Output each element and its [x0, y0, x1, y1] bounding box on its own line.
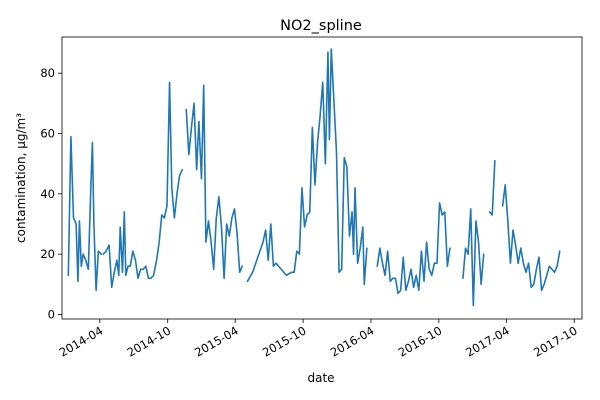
y-tick-label: 80	[40, 66, 55, 80]
x-axis-label: date	[307, 371, 334, 385]
x-tick-label: 2016-04	[328, 323, 377, 359]
series-line-segment-8	[501, 183, 561, 292]
series-line-segment-4	[246, 48, 368, 286]
x-tick-label: 2014-10	[125, 323, 174, 359]
y-tick-label: 40	[40, 187, 55, 201]
y-axis: 0 20 40 60 80	[40, 66, 62, 321]
y-axis-label: contamination, µg/m³	[14, 113, 28, 243]
series-line-segment-2	[102, 81, 183, 289]
series-line-segment-3	[185, 84, 244, 280]
series-line-segment-1	[67, 135, 103, 292]
axes-frame	[61, 36, 583, 320]
x-tick-label: 2017-04	[463, 323, 512, 359]
x-axis: 2014-04 2014-10 2015-04 2015-10 2016-04 2016-…	[57, 319, 580, 360]
x-tick-label: 2014-04	[57, 323, 106, 359]
x-tick-label: 2017-10	[531, 323, 580, 359]
x-tick-label: 2016-10	[396, 323, 445, 359]
series-line-segment-6	[462, 208, 485, 307]
y-tick-label: 60	[40, 127, 55, 141]
y-tick-label: 20	[40, 247, 55, 261]
chart-title: NO2_spline	[280, 18, 362, 34]
series-group	[67, 48, 561, 307]
series-line-segment-5	[376, 202, 451, 295]
x-tick-label: 2015-10	[260, 323, 309, 359]
plot-area	[61, 36, 583, 320]
series-line-segment-7	[488, 159, 496, 216]
x-tick-label: 2015-04	[192, 323, 241, 359]
y-tick-label: 0	[48, 307, 55, 321]
